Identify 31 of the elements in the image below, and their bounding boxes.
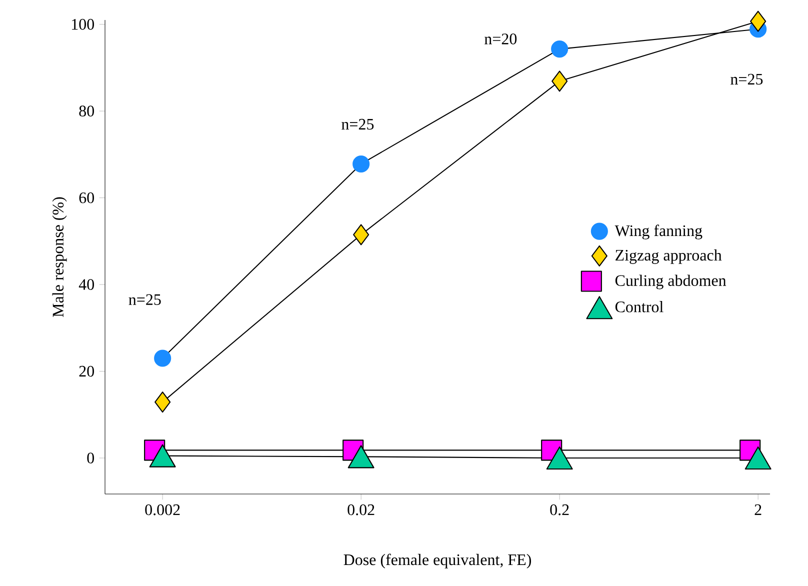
annotation: n=25	[128, 294, 161, 306]
legend-label: Curling abdomen	[615, 274, 726, 290]
x-tick-label: 0.02	[348, 504, 374, 516]
point	[352, 155, 370, 173]
x-tick-label: 2	[754, 504, 762, 515]
point	[551, 40, 568, 58]
y-tick-label: 20	[79, 366, 94, 377]
point	[348, 445, 374, 468]
y-tick-label: 100	[72, 18, 94, 30]
x-tick-label: 0.002	[145, 504, 180, 516]
point	[154, 392, 171, 413]
point	[552, 70, 568, 92]
point	[154, 350, 172, 367]
y-tick-label: 80	[79, 106, 94, 116]
point	[744, 446, 772, 470]
point	[353, 224, 370, 246]
point	[546, 446, 573, 470]
y-tick-label: 60	[79, 192, 94, 204]
point	[149, 444, 176, 468]
x-tick-label: 0.2	[550, 504, 569, 516]
annotation: n=25	[342, 118, 374, 130]
annotation: n=20	[484, 34, 517, 44]
y-tick-label: 0	[87, 452, 94, 464]
point	[750, 10, 766, 32]
x-axis-title: Dose (female equivalent, FE)	[344, 554, 531, 568]
legend-label: Wing fanning	[614, 224, 702, 240]
y-tick-label: 40	[78, 279, 94, 290]
y-axis-title: Male response (%)	[52, 197, 67, 317]
legend-label: Zigzag approach	[616, 249, 722, 264]
legend-label: Control	[615, 301, 664, 312]
annotation: n=25	[730, 74, 763, 85]
